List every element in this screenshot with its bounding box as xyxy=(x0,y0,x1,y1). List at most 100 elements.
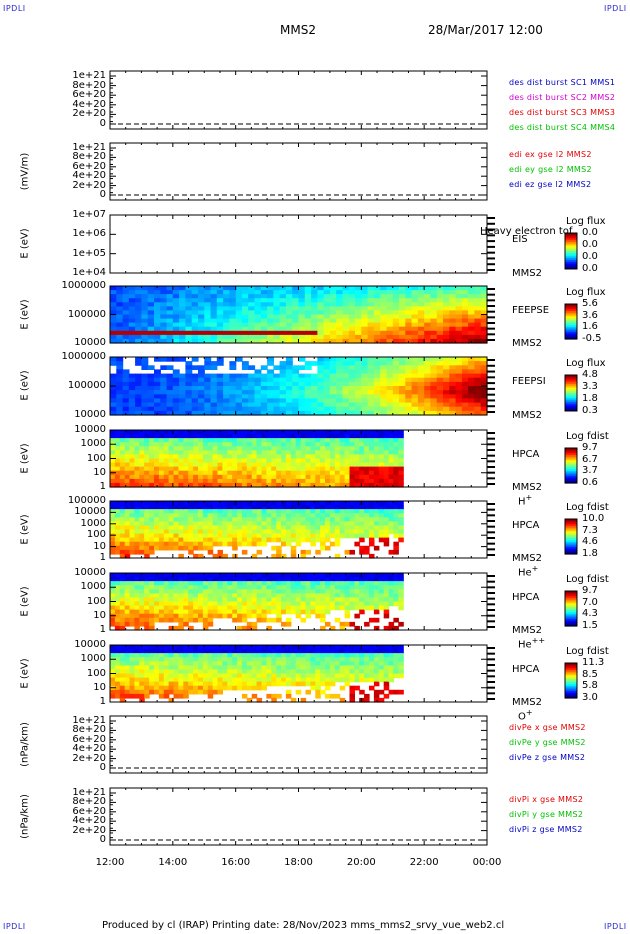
spectrogram-cell xyxy=(354,613,360,619)
spectrogram-cell xyxy=(179,394,186,399)
spectrogram-cell xyxy=(251,513,258,518)
spectrogram-cell xyxy=(292,286,300,291)
spectrogram-cell xyxy=(185,377,193,383)
spectrogram-cell xyxy=(378,573,385,578)
spectrogram-cell xyxy=(110,381,117,387)
spectrogram-cell xyxy=(144,677,150,683)
spectrogram-cell xyxy=(139,573,145,578)
spectrogram-cell xyxy=(339,585,346,590)
spectrogram-cell xyxy=(191,298,199,303)
spectrogram-cell xyxy=(134,669,140,675)
spectrogram-cell xyxy=(430,394,438,399)
spectrogram-cell xyxy=(349,478,355,484)
spectrogram-cell xyxy=(232,653,238,658)
spectrogram-cell xyxy=(359,505,365,510)
spectrogram-cell xyxy=(173,462,179,468)
colorbar-swatch xyxy=(565,456,577,460)
spectrogram-cell xyxy=(212,609,219,615)
spectrogram-cell xyxy=(110,693,116,699)
spectrogram-cell xyxy=(386,390,394,395)
spectrogram-cell xyxy=(237,669,243,675)
spectrogram-cell xyxy=(455,369,463,375)
spectrogram-cell xyxy=(359,509,365,514)
spectrogram-cell xyxy=(237,474,243,480)
spectrogram-cell xyxy=(154,681,160,687)
spectrogram-cell xyxy=(110,446,116,451)
spectrogram-cell xyxy=(411,390,419,395)
spectrogram-cell xyxy=(348,365,356,370)
spectrogram-cell xyxy=(320,537,326,543)
spectrogram-cell xyxy=(166,406,174,412)
spectrogram-cell xyxy=(183,645,189,650)
spectrogram-cell xyxy=(110,593,116,599)
spectrogram-cell xyxy=(273,306,281,312)
spectrogram-cell xyxy=(185,314,193,320)
spectrogram-cell xyxy=(261,454,267,460)
spectrogram-cell xyxy=(399,334,406,340)
spectrogram-cell xyxy=(285,521,292,527)
spectrogram-cell xyxy=(204,302,212,307)
spectrogram-cell xyxy=(173,665,179,671)
spectrogram-cell xyxy=(116,369,124,375)
spectrogram-cell xyxy=(198,617,204,623)
spectrogram-cell xyxy=(173,521,179,527)
spectrogram-cell xyxy=(134,521,140,527)
spectrogram-cell xyxy=(298,302,306,307)
spectrogram-cell xyxy=(359,529,365,535)
spectrogram-cell xyxy=(134,609,140,615)
spectrogram-cell xyxy=(251,669,258,675)
spectrogram-cell xyxy=(154,573,160,578)
spectrogram-cell xyxy=(436,386,444,391)
spectrogram-cell xyxy=(398,573,404,578)
spectrogram-cell xyxy=(183,509,189,514)
spectrogram-cell xyxy=(158,653,165,658)
spectrogram-cell xyxy=(207,653,214,658)
colorbar-swatch xyxy=(565,529,577,532)
spectrogram-cell xyxy=(317,390,325,395)
spectrogram-cell xyxy=(217,537,223,543)
spectrogram-cell xyxy=(114,505,121,510)
spectrogram-cell xyxy=(154,525,160,531)
spectrogram-cell xyxy=(178,470,184,476)
spectrogram-cell xyxy=(364,577,370,582)
spectrogram-cell xyxy=(160,310,168,316)
spectrogram-cell xyxy=(110,314,117,320)
spectrogram-cell xyxy=(191,402,199,408)
spectrogram-cell xyxy=(193,645,199,650)
spectrogram-cell xyxy=(149,657,155,662)
spectrogram-cell xyxy=(135,377,142,383)
spectrogram-cell xyxy=(320,462,326,468)
spectrogram-cell xyxy=(325,573,331,578)
spectrogram-cell xyxy=(178,525,184,531)
spectrogram-cell xyxy=(202,669,209,675)
spectrogram-cell xyxy=(329,482,336,488)
spectrogram-cell xyxy=(235,318,243,324)
spectrogram-cell xyxy=(168,466,175,472)
spectrogram-cell xyxy=(300,553,307,559)
spectrogram-cell xyxy=(315,517,321,522)
spectrogram-cell xyxy=(110,398,117,404)
spectrogram-cell xyxy=(168,589,175,594)
spectrogram-cell xyxy=(212,513,219,518)
spectrogram-cell xyxy=(317,386,325,391)
spectrogram-cell xyxy=(154,306,161,312)
spectrogram-cell xyxy=(290,585,297,590)
spectrogram-cell xyxy=(455,394,463,399)
spectrogram-cell xyxy=(311,294,318,299)
spectrogram-cell xyxy=(139,589,145,594)
spectrogram-cell xyxy=(173,581,179,586)
spectrogram-cell xyxy=(158,430,165,435)
spectrogram-cell xyxy=(198,402,205,408)
spectrogram-cell xyxy=(386,310,394,316)
spectrogram-cell xyxy=(468,286,475,291)
spectrogram-cell xyxy=(329,438,336,443)
spectrogram-cell xyxy=(149,549,155,555)
spectrogram-cell xyxy=(229,365,237,370)
spectrogram-cell xyxy=(116,410,124,416)
spectrogram-cell xyxy=(154,513,160,518)
spectrogram-cell xyxy=(134,430,140,435)
spectrogram-cell xyxy=(198,537,204,543)
spectrogram-cell xyxy=(185,302,193,307)
colorbar-swatch xyxy=(565,396,577,399)
colorbar-swatch xyxy=(565,540,577,543)
